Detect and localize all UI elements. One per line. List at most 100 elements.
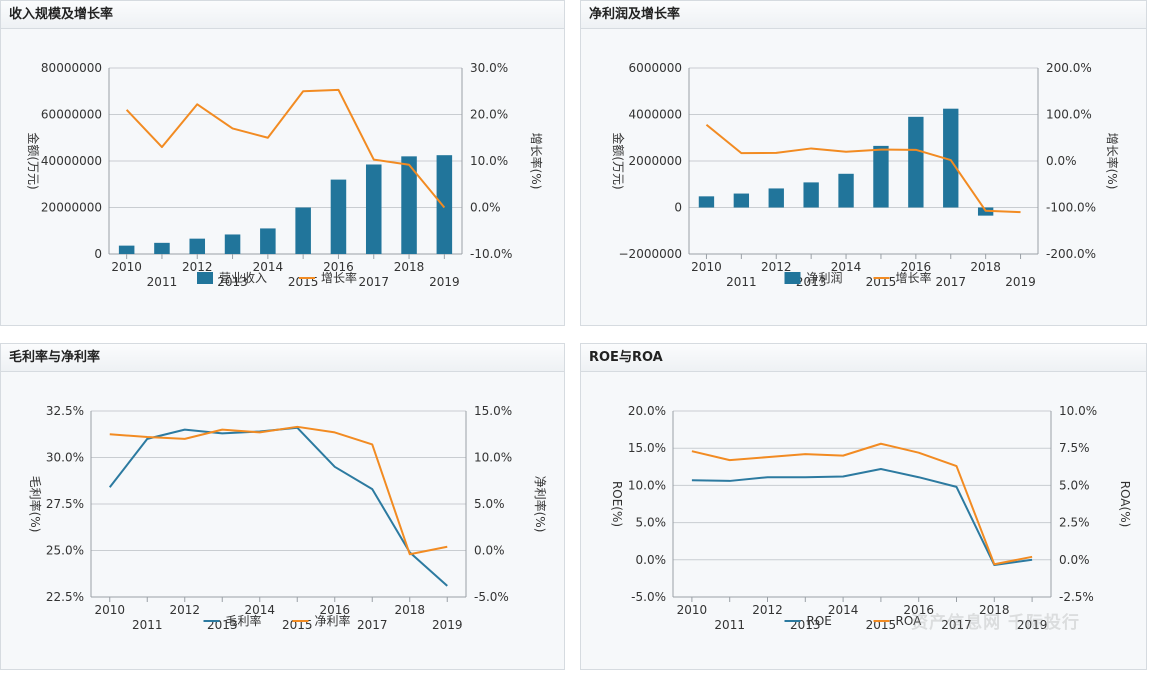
line-净利率 [109,425,448,556]
x-tick-label: 2011 [147,275,178,289]
left-tick-label: 20000000 [41,201,102,215]
left-tick-label: 5.0% [636,516,667,530]
revenue-chart: 0 20000000 40000000 60000000 80000000 -10.0% 0… [26,61,544,289]
line-ROE [691,468,1033,567]
right-tick-label: 0.0% [474,544,505,558]
x-tick-label: 2014 [253,260,284,274]
right-axis-title: ROA(%) [1118,481,1132,528]
right-tick-label: 200.0% [1046,61,1092,75]
panel-title: 收入规模及增长率 [1,1,564,29]
x-tick-label: 2017 [935,275,966,289]
panel-title: 净利润及增长率 [581,1,1146,29]
x-tick-label: 2011 [714,618,745,632]
left-axis-title: 金额(万元) [611,132,626,189]
right-tick-label: 0.0% [1059,553,1090,567]
left-tick-label: -5.0% [631,590,666,604]
margins-chart: 22.5% 25.0% 27.5% 30.0% 32.5% -5.0% 0.0% 5.0% 10… [28,404,548,632]
left-tick-label: 4000000 [629,108,682,122]
left-tick-label: 60000000 [41,108,102,122]
left-axis-title: 金额(万元) [26,132,41,189]
x-tick-label: 2014 [244,603,275,617]
left-tick-label: 2000000 [629,154,682,168]
bar-营业收入 [365,164,382,254]
right-tick-label: 2.5% [1059,516,1090,530]
legend-label: 增长率 [321,270,357,285]
x-tick-label: 2018 [979,603,1010,617]
panel-net-profit: 净利润及增长率 −2000000 0 2000000 4000000 6000000 -2… [580,0,1147,326]
x-tick-label: 2012 [182,260,213,274]
line-增长率 [125,88,446,209]
right-tick-label: -100.0% [1046,201,1096,215]
panel-roe-roa: ROE与ROA -5.0% 0.0% 5.0% 10.0% 15.0% 20.0% -2.5… [580,343,1147,670]
left-tick-label: 6000000 [629,61,682,75]
x-tick-label: 2010 [691,260,722,274]
right-axis-title: 净利率(%) [533,476,548,533]
legend-label: ROE [807,614,832,628]
left-tick-label: 10.0% [628,478,666,492]
left-tick-label: 15.0% [628,441,666,455]
right-axis-title: 增长率(%) [529,133,544,190]
bar-净利润 [943,108,959,208]
x-tick-label: 2019 [1017,618,1048,632]
panel-title: 毛利率与净利率 [1,344,564,372]
bar-营业收入 [189,238,206,254]
x-tick-label: 2019 [1005,275,1036,289]
x-tick-label: 2018 [394,603,425,617]
x-tick-label: 2011 [132,618,163,632]
left-tick-label: 27.5% [46,497,84,511]
left-axis-title: 毛利率(%) [28,476,43,533]
x-tick-label: 2017 [358,275,389,289]
x-tick-label: 2016 [901,260,932,274]
right-axis-title: 增长率(%) [1105,133,1120,190]
bar-营业收入 [118,245,135,254]
left-tick-label: 0 [674,201,682,215]
x-tick-label: 2012 [169,603,200,617]
x-tick-label: 2019 [429,275,460,289]
bar-净利润 [838,173,854,208]
x-tick-label: 2017 [941,618,972,632]
x-tick-label: 2019 [432,618,463,632]
right-tick-label: -10.0% [470,247,512,261]
legend-label: 净利润 [807,271,843,285]
line-增长率 [705,123,1021,214]
x-tick-label: 2014 [828,603,859,617]
legend-swatch [197,272,213,284]
bar-净利润 [698,196,715,208]
right-tick-label: 0.0% [1046,154,1077,168]
x-tick-label: 2016 [323,260,354,274]
bar-营业收入 [260,228,276,254]
x-tick-label: 2018 [970,260,1001,274]
left-tick-label: 0 [94,247,102,261]
left-axis-title: ROE(%) [610,481,624,527]
right-tick-label: 10.0% [474,451,512,465]
legend-label: ROA [896,614,923,628]
right-tick-label: -5.0% [474,590,509,604]
line-毛利率 [108,426,448,587]
right-tick-label: 10.0% [1059,404,1097,418]
left-tick-label: −2000000 [619,247,683,261]
right-tick-label: 5.0% [1059,478,1090,492]
panel-revenue: 收入规模及增长率 0 20000000 40000000 60000000 800000… [0,0,565,326]
bar-营业收入 [154,242,170,254]
legend-label: 增长率 [896,270,932,285]
x-tick-label: 2011 [726,275,757,289]
line-ROA [691,442,1033,566]
x-tick-label: 2016 [903,603,934,617]
bar-净利润 [733,193,750,208]
x-tick-label: 2012 [761,260,792,274]
right-tick-label: 20.0% [470,108,508,122]
right-tick-label: 100.0% [1046,108,1092,122]
bar-营业收入 [295,207,311,254]
x-tick-label: 2016 [319,603,350,617]
right-tick-label: -200.0% [1046,247,1096,261]
bar-净利润 [873,145,889,208]
legend-label: 净利率 [315,613,351,628]
net-profit-chart: −2000000 0 2000000 4000000 6000000 -200.0% -10… [611,61,1120,289]
x-tick-label: 2010 [677,603,708,617]
x-tick-label: 2014 [831,260,862,274]
right-tick-label: 7.5% [1059,441,1090,455]
bar-营业收入 [436,155,453,254]
bar-营业收入 [330,179,347,254]
legend-label: 毛利率 [226,613,262,628]
panel-title: ROE与ROA [581,344,1146,372]
